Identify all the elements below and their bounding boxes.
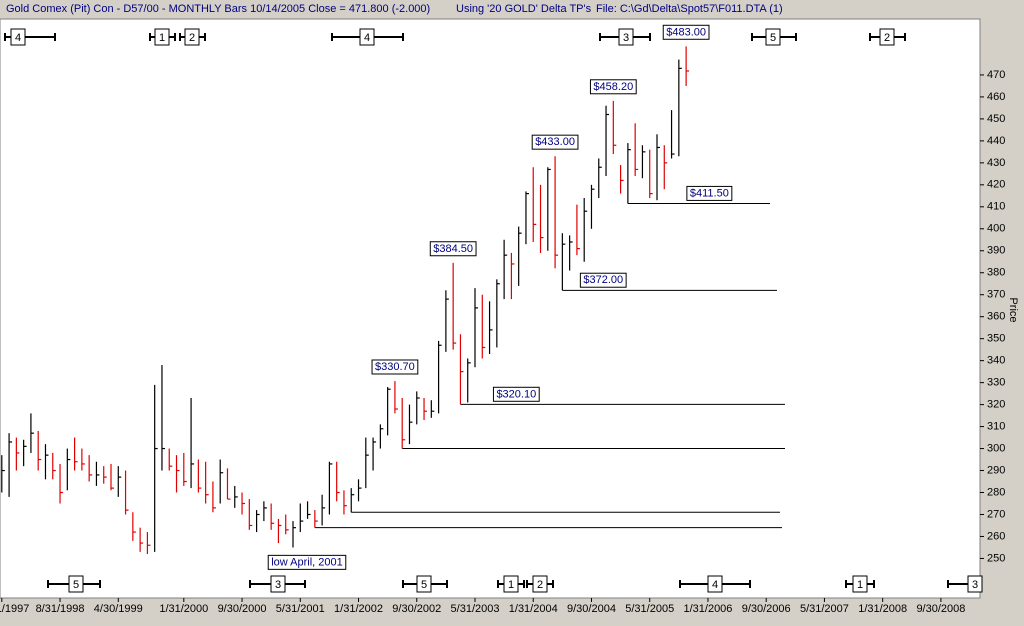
cycle-label: 4 <box>15 32 21 44</box>
cycle-label: 1 <box>857 579 863 591</box>
cycle-label: 2 <box>537 579 543 591</box>
cycle-box <box>879 28 895 46</box>
level-label-box <box>492 386 540 402</box>
y-tick-label: 460 <box>987 91 1005 103</box>
y-tick-label: 290 <box>987 464 1005 476</box>
x-tick-label: 1/31/2008 <box>858 603 907 615</box>
cycle-label: 4 <box>364 32 370 44</box>
peak-label: $458.20 <box>593 81 633 93</box>
peak-label-box <box>589 79 637 95</box>
x-tick-label: 9/30/2000 <box>218 603 267 615</box>
peak-label-box <box>429 241 477 257</box>
x-tick-label: 5/31/2007 <box>800 603 849 615</box>
x-tick-label: 1/31/2002 <box>334 603 383 615</box>
cycle-label: 5 <box>421 579 427 591</box>
y-tick-label: 390 <box>987 245 1005 257</box>
x-tick-label: 5/31/2005 <box>625 603 674 615</box>
y-tick-label: 380 <box>987 267 1005 279</box>
y-tick-label: 420 <box>987 179 1005 191</box>
cycle-label: 4 <box>712 579 718 591</box>
peak-label: $433.00 <box>535 136 575 148</box>
cycle-box <box>503 575 519 593</box>
x-tick-label: 4/30/1999 <box>94 603 143 615</box>
y-tick-label: 260 <box>987 530 1005 542</box>
y-tick-label: 350 <box>987 333 1005 345</box>
cycle-box <box>359 28 375 46</box>
cycle-box <box>10 28 26 46</box>
cycle-box <box>532 575 548 593</box>
y-tick-label: 270 <box>987 508 1005 520</box>
peak-label-box <box>371 359 419 375</box>
x-tick-label: 1/31/2004 <box>509 603 558 615</box>
low-label-box <box>267 554 347 570</box>
header-file: File: C:\Gd\Delta\Spot57\F011.DTA (1) <box>596 3 783 15</box>
x-tick-label: 9/30/2004 <box>567 603 616 615</box>
cycle-box <box>765 28 781 46</box>
level-label: $372.00 <box>583 274 623 286</box>
y-tick-label: 430 <box>987 157 1005 169</box>
low-label: low April, 2001 <box>271 556 343 568</box>
cycle-box <box>416 575 432 593</box>
cycle-box <box>967 575 983 593</box>
level-label: $411.50 <box>690 187 729 199</box>
y-tick-label: 470 <box>987 69 1005 81</box>
level-label: $320.10 <box>496 388 536 400</box>
x-tick-label: 9/30/2002 <box>392 603 441 615</box>
header-subtitle: Using '20 GOLD' Delta TP's <box>456 3 592 15</box>
y-tick-label: 340 <box>987 355 1005 367</box>
y-tick-label: 400 <box>987 223 1005 235</box>
y-tick-label: 250 <box>987 552 1005 564</box>
y-tick-label: 450 <box>987 113 1005 125</box>
cycle-label: 1 <box>159 32 165 44</box>
y-tick-label: 370 <box>987 289 1005 301</box>
cycle-box <box>184 28 200 46</box>
x-tick-label: 9/30/2006 <box>742 603 791 615</box>
y-tick-label: 280 <box>987 486 1005 498</box>
x-tick-label: 1/31/2006 <box>683 603 732 615</box>
y-tick-label: 300 <box>987 442 1005 454</box>
cycle-box <box>852 575 868 593</box>
cycle-label: 3 <box>972 579 978 591</box>
cycle-label: 5 <box>770 32 776 44</box>
peak-label-box <box>662 24 710 40</box>
y-tick-label: 440 <box>987 135 1005 147</box>
y-tick-label: 310 <box>987 420 1005 432</box>
peak-label-box <box>531 134 579 150</box>
cycle-label: 2 <box>189 32 195 44</box>
peak-label: $384.50 <box>433 243 473 255</box>
cycle-label: 5 <box>73 579 79 591</box>
cycle-box <box>618 28 634 46</box>
x-tick-label: 8/31/1998 <box>36 603 85 615</box>
x-tick-label: 1/31/2000 <box>159 603 208 615</box>
x-tick-label: 5/31/2003 <box>451 603 500 615</box>
y-tick-label: 320 <box>987 399 1005 411</box>
x-tick-label: 9/30/2008 <box>916 603 965 615</box>
level-label-box <box>686 185 733 201</box>
y-tick-label: 360 <box>987 311 1005 323</box>
peak-label: $330.70 <box>375 361 415 373</box>
y-tick-label: 410 <box>987 201 1005 213</box>
cycle-label: 2 <box>884 32 890 44</box>
header-title: Gold Comex (Pit) Con - D57/00 - MONTHLY … <box>6 3 430 15</box>
level-label-box <box>579 272 627 288</box>
x-tick-label: 5/31/2001 <box>276 603 325 615</box>
cycle-box <box>707 575 723 593</box>
x-tick-label: 12/31/1997 <box>0 603 29 615</box>
y-axis-label: Price <box>1007 297 1019 322</box>
cycle-label: 1 <box>508 579 514 591</box>
cycle-box <box>154 28 170 46</box>
y-tick-label: 330 <box>987 377 1005 389</box>
cycle-label: 3 <box>275 579 281 591</box>
cycle-box <box>270 575 286 593</box>
cycle-box <box>68 575 84 593</box>
cycle-label: 3 <box>623 32 629 44</box>
peak-label: $483.00 <box>666 26 706 38</box>
